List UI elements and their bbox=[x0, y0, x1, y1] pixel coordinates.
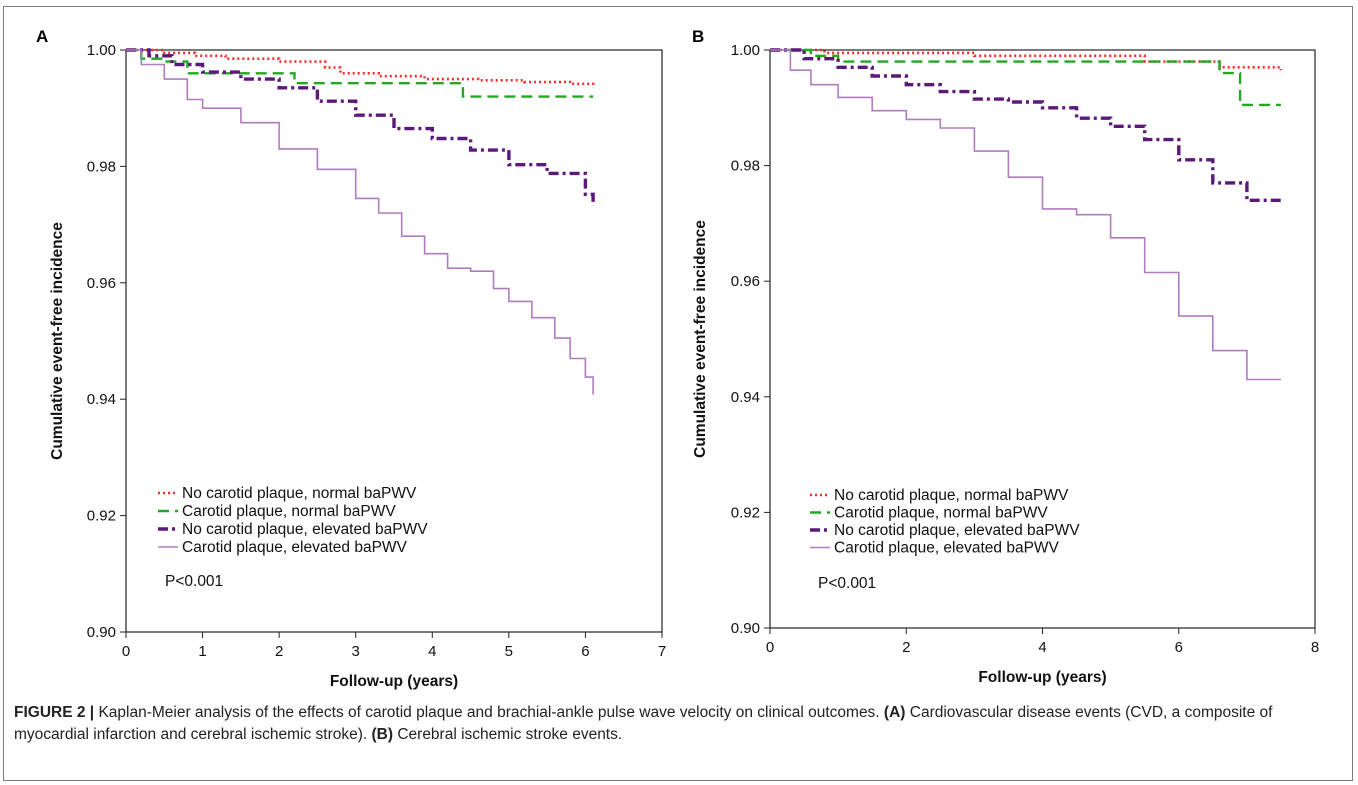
x-tick-label: 4 bbox=[428, 643, 436, 660]
y-tick-label: 0.98 bbox=[731, 158, 760, 175]
x-tick-label: 7 bbox=[658, 643, 666, 660]
caption-label: FIGURE 2 | bbox=[14, 704, 95, 721]
legend-label-1: No carotid plaque, normal baPWV bbox=[182, 485, 417, 502]
x-tick-label: 2 bbox=[275, 643, 283, 660]
y-tick-label: 0.94 bbox=[87, 391, 116, 408]
x-tick-label: 0 bbox=[122, 643, 130, 660]
x-tick-label: 5 bbox=[505, 643, 513, 660]
y-tick-label: 0.90 bbox=[731, 620, 760, 637]
y-tick-label: 0.90 bbox=[87, 624, 116, 641]
legend-label-4: Carotid plaque, elevated baPWV bbox=[182, 539, 408, 556]
series-line-4 bbox=[770, 49, 1281, 381]
y-tick-label: 1.00 bbox=[87, 42, 116, 59]
p-value-annotation: P<0.001 bbox=[165, 573, 223, 590]
figure-caption: FIGURE 2 | Kaplan-Meier analysis of the … bbox=[14, 702, 1344, 746]
panel-b: B 0 2 4 6 8 0.90 0.92 0.94 0.96 0.98 1.00 Follow-up … bbox=[692, 27, 1319, 686]
y-tick-label: 1.00 bbox=[731, 42, 760, 59]
x-tick-label: 8 bbox=[1311, 639, 1319, 656]
series-line-3 bbox=[770, 48, 1281, 202]
figure-charts: A 0 1 2 3 4 5 6 7 0.90 0.92 0.94 0.96 0.98 1.00 Follow-… bbox=[36, 27, 1319, 690]
y-tick-label: 0.96 bbox=[731, 273, 760, 290]
x-tick-label: 3 bbox=[352, 643, 360, 660]
series-line-1 bbox=[770, 48, 1283, 71]
caption-text-3: Cerebral ischemic stroke events. bbox=[393, 726, 623, 743]
series-line-1 bbox=[126, 48, 595, 86]
panel-letter: B bbox=[692, 27, 704, 46]
series-line-2 bbox=[770, 48, 1281, 107]
caption-label-b: (B) bbox=[371, 726, 394, 743]
y-axis-label: Cumulative event-free incidence bbox=[49, 222, 66, 460]
caption-text-2: Cardiovascular disease events (CVD, a co… bbox=[14, 704, 1273, 743]
x-axis-label: Follow-up (years) bbox=[978, 669, 1106, 686]
caption-label-a: (A) bbox=[883, 704, 906, 721]
plot-area bbox=[125, 49, 663, 633]
legend-label-2: Carotid plaque, normal baPWV bbox=[182, 503, 396, 520]
caption-text-1: Kaplan-Meier analysis of the effects of … bbox=[94, 704, 884, 721]
y-tick-label: 0.96 bbox=[87, 275, 116, 292]
legend-label-3: No carotid plaque, elevated baPWV bbox=[834, 522, 1080, 539]
figure-frame bbox=[3, 6, 1353, 781]
y-tick-label: 0.94 bbox=[731, 389, 760, 406]
series-line-3 bbox=[126, 48, 595, 206]
x-tick-label: 0 bbox=[766, 639, 774, 656]
legend-label-3: No carotid plaque, elevated baPWV bbox=[182, 521, 428, 538]
series-line-4 bbox=[126, 49, 594, 395]
legend-label-2: Carotid plaque, normal baPWV bbox=[834, 505, 1048, 522]
legend-label-1: No carotid plaque, normal baPWV bbox=[834, 487, 1069, 504]
panel-a: A 0 1 2 3 4 5 6 7 0.90 0.92 0.94 0.96 0.98 1.00 Follow-… bbox=[36, 27, 666, 690]
y-tick-label: 0.92 bbox=[731, 504, 760, 521]
y-axis-label: Cumulative event-free incidence bbox=[692, 220, 709, 458]
x-axis-label: Follow-up (years) bbox=[330, 673, 458, 690]
legend-label-4: Carotid plaque, elevated baPWV bbox=[834, 540, 1060, 557]
x-tick-label: 4 bbox=[1038, 639, 1046, 656]
y-tick-label: 0.92 bbox=[87, 508, 116, 525]
panel-letter: A bbox=[36, 27, 48, 46]
p-value-annotation: P<0.001 bbox=[818, 575, 876, 592]
y-tick-label: 0.98 bbox=[87, 158, 116, 175]
x-tick-label: 2 bbox=[902, 639, 910, 656]
x-tick-label: 1 bbox=[198, 643, 206, 660]
x-tick-label: 6 bbox=[581, 643, 589, 660]
x-tick-label: 6 bbox=[1175, 639, 1183, 656]
